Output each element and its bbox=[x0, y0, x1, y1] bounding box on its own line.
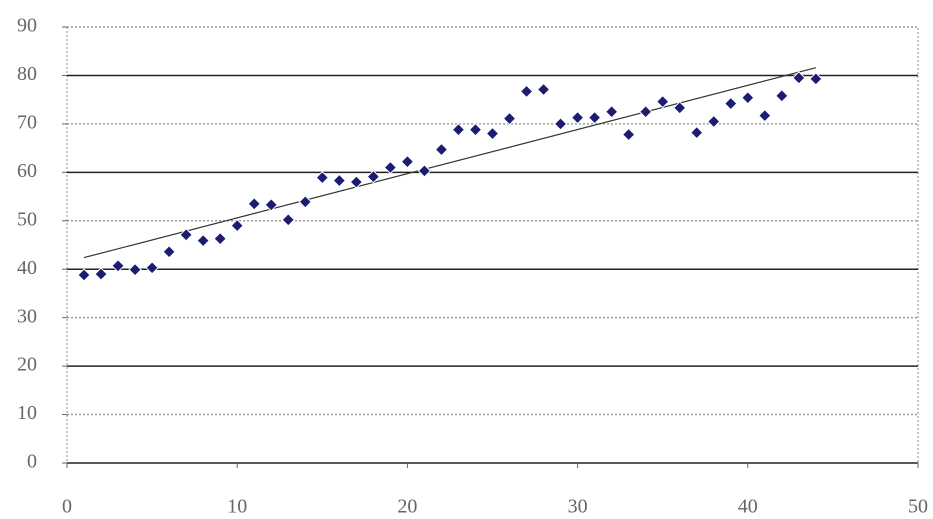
point bbox=[519, 84, 534, 99]
y-tick-label: 40 bbox=[17, 257, 37, 279]
point bbox=[230, 218, 244, 233]
y-tick-label: 10 bbox=[17, 402, 37, 424]
point bbox=[690, 125, 704, 140]
point bbox=[94, 267, 108, 281]
point bbox=[179, 228, 193, 242]
point bbox=[741, 91, 755, 105]
point bbox=[468, 122, 483, 137]
point bbox=[638, 105, 653, 119]
point bbox=[298, 195, 312, 209]
point bbox=[434, 142, 449, 157]
point bbox=[128, 262, 142, 277]
point bbox=[145, 261, 159, 275]
x-tick-label: 20 bbox=[397, 496, 417, 518]
point bbox=[502, 111, 517, 126]
point bbox=[792, 71, 806, 85]
x-tick-label: 40 bbox=[738, 496, 758, 518]
point bbox=[570, 110, 585, 125]
y-tick-label: 20 bbox=[17, 354, 37, 376]
point bbox=[366, 169, 381, 184]
point bbox=[536, 82, 551, 97]
point bbox=[213, 231, 227, 246]
point bbox=[451, 122, 466, 137]
y-tick-label: 90 bbox=[17, 15, 37, 37]
point bbox=[673, 101, 687, 115]
point bbox=[655, 94, 670, 109]
point bbox=[621, 127, 636, 142]
point bbox=[383, 160, 398, 175]
point bbox=[315, 170, 330, 185]
point bbox=[758, 108, 772, 123]
y-tick-label: 0 bbox=[27, 451, 37, 473]
point bbox=[775, 89, 789, 103]
point bbox=[247, 197, 261, 211]
point bbox=[264, 198, 278, 212]
point bbox=[724, 96, 738, 111]
x-tick-label: 0 bbox=[62, 496, 72, 518]
y-tick-label: 50 bbox=[17, 208, 37, 230]
y-tick-label: 70 bbox=[17, 111, 37, 133]
point bbox=[281, 213, 295, 227]
y-tick-label: 30 bbox=[17, 305, 37, 327]
point bbox=[417, 164, 432, 178]
x-tick-label: 10 bbox=[227, 496, 247, 518]
x-tick-label: 50 bbox=[908, 496, 928, 518]
point bbox=[400, 154, 415, 169]
point bbox=[349, 175, 364, 189]
point bbox=[604, 105, 619, 119]
point bbox=[553, 117, 568, 131]
y-tick-label: 80 bbox=[17, 63, 37, 85]
point bbox=[111, 259, 125, 273]
point bbox=[587, 110, 602, 125]
point bbox=[77, 268, 91, 282]
point bbox=[162, 245, 176, 259]
point bbox=[707, 114, 721, 129]
point bbox=[809, 72, 823, 86]
plot-area bbox=[66, 26, 919, 464]
x-tick-label: 30 bbox=[568, 496, 588, 518]
trendline bbox=[83, 67, 817, 259]
point bbox=[332, 173, 347, 188]
point bbox=[196, 233, 210, 248]
y-tick-label: 60 bbox=[17, 160, 37, 182]
point bbox=[485, 126, 500, 141]
